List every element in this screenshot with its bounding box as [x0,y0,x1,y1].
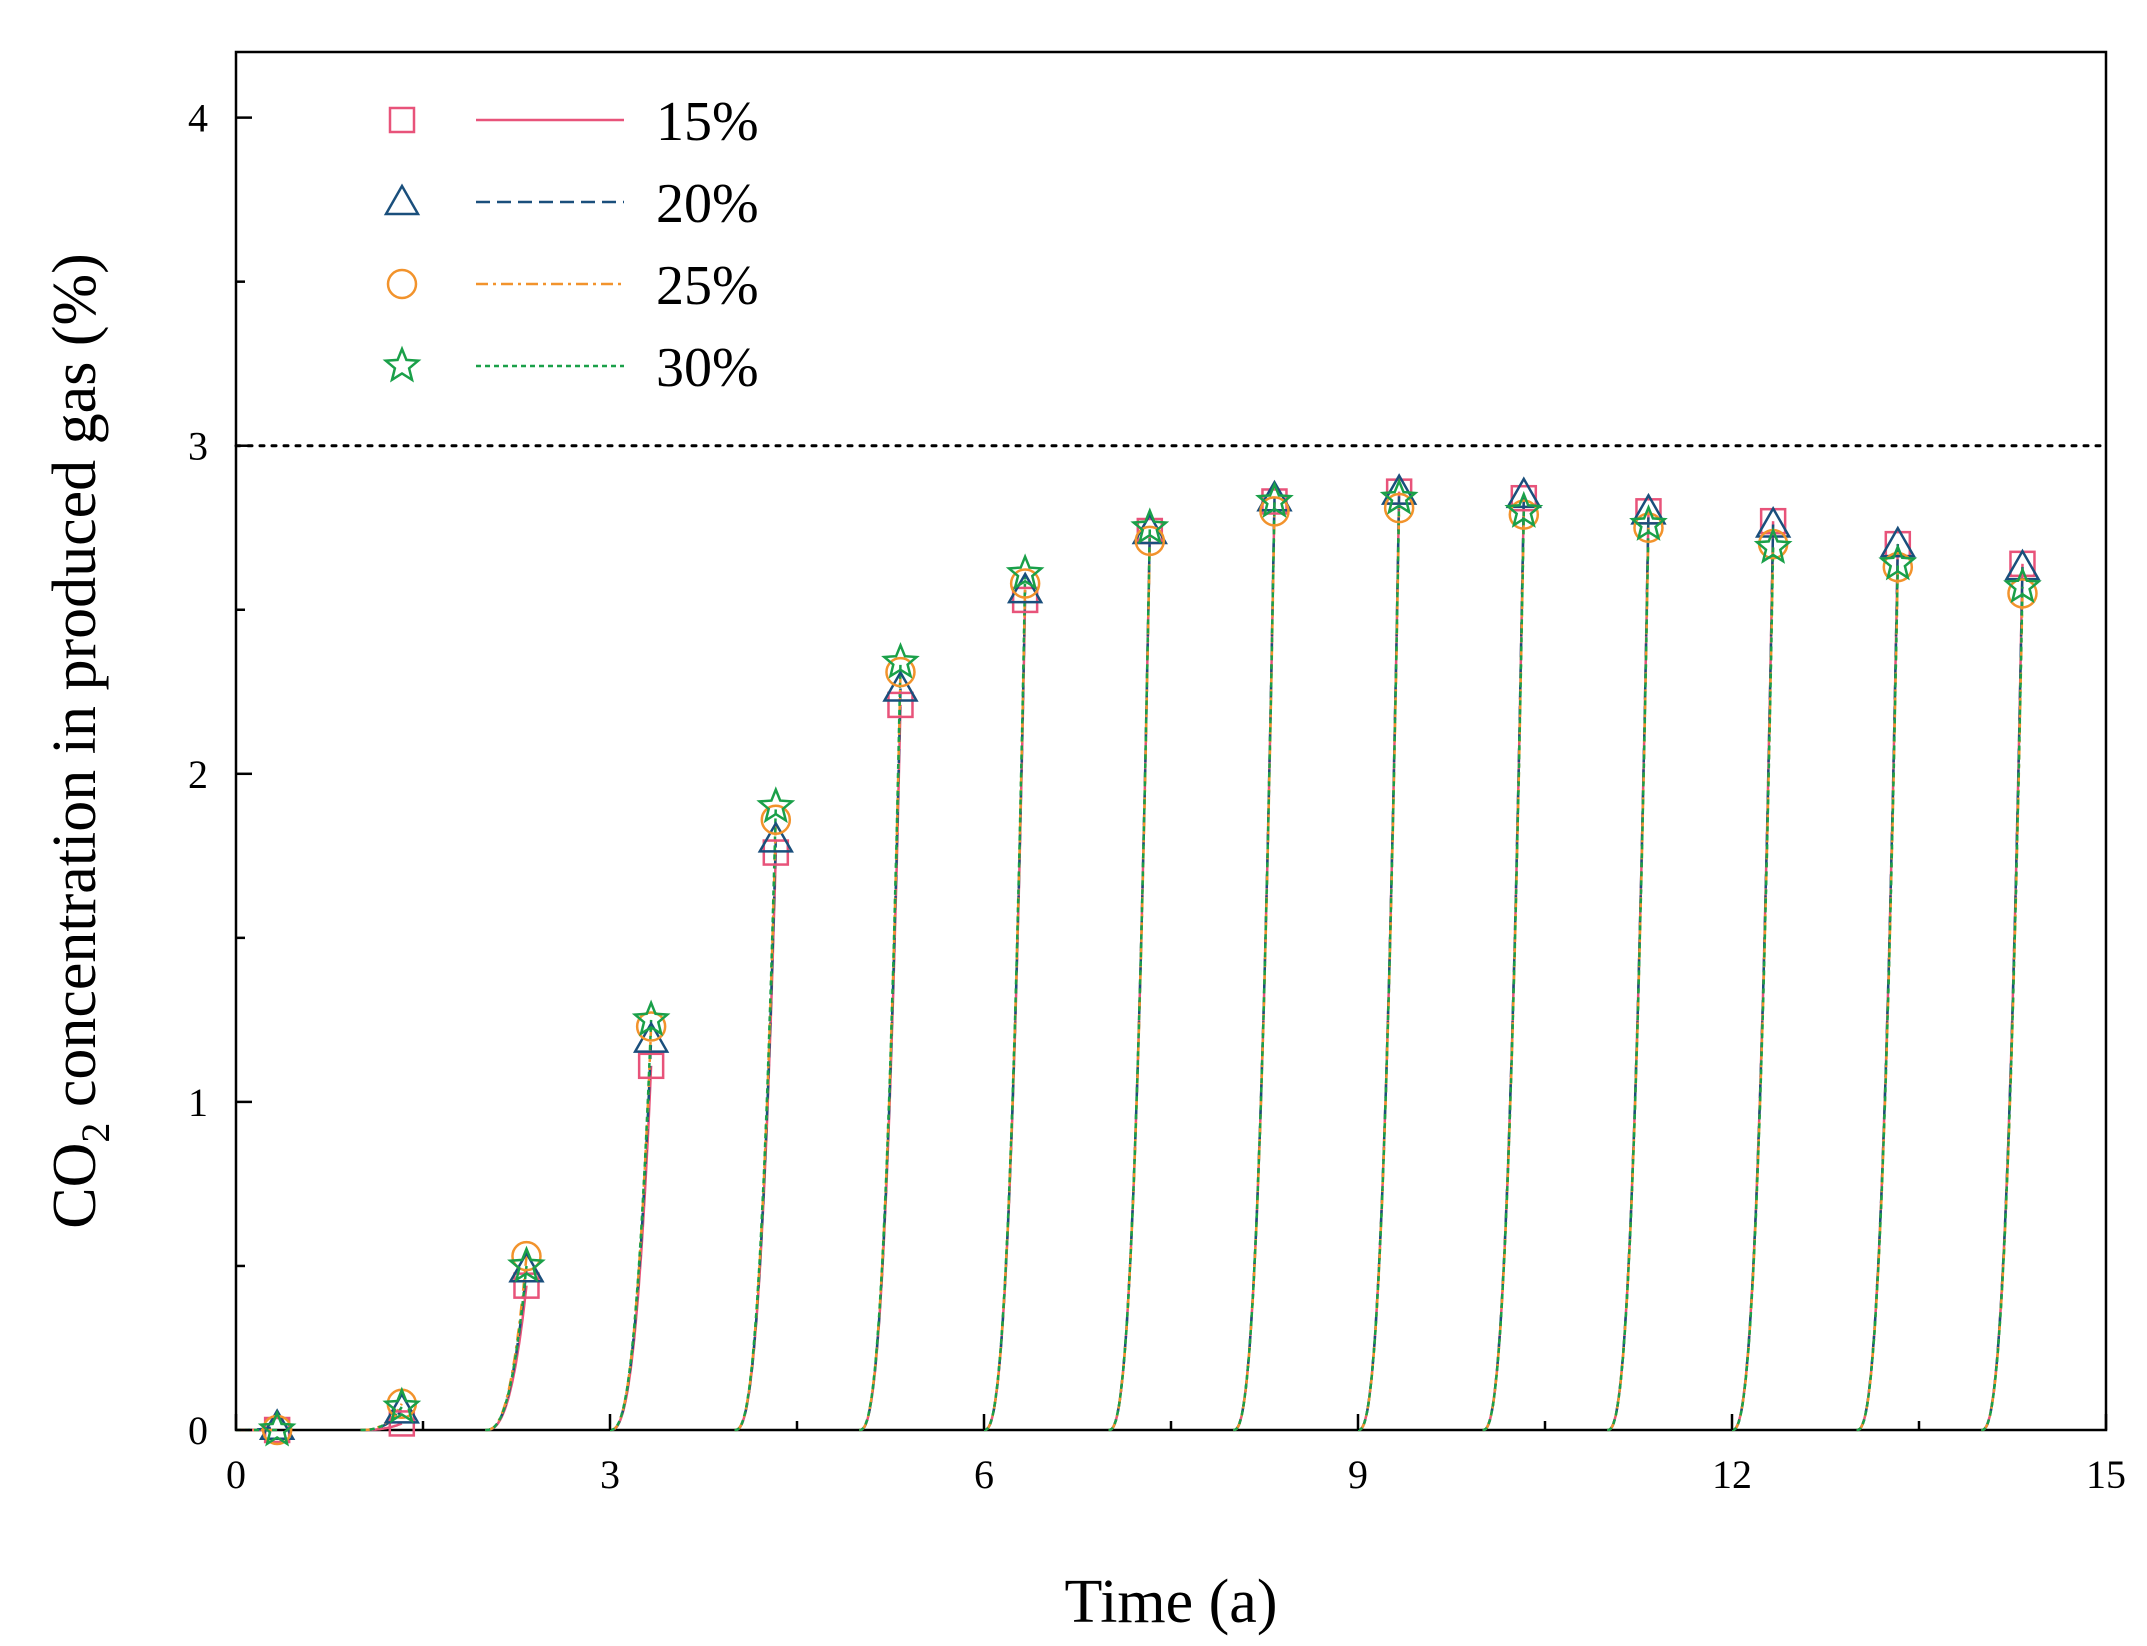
series-2-point [1630,492,1667,525]
series-3-point [1508,499,1540,530]
series-3-point [635,1011,667,1042]
series-4-point [2003,566,2042,604]
legend-label: 15% [656,91,759,153]
series-4-point [1379,477,1419,515]
x-tick-label: 6 [974,1452,994,1497]
series-3-point [511,1240,542,1272]
legend-label: 25% [656,255,759,317]
series-3-point [2007,578,2038,609]
series-2-point [757,820,794,853]
series-4-point [881,641,920,679]
series-markers-layer [257,473,2042,1447]
series-4-point [1878,543,1918,581]
series-1-point [887,691,914,719]
legend-marker [383,183,421,216]
series-3-point [760,804,792,835]
y-tick-label: 2 [188,752,208,797]
series-2-point [1754,505,1792,538]
series-2-point [1879,525,1916,558]
series-line-3 [236,508,2024,1432]
series-4-point [1005,553,1045,591]
y-tick-label: 0 [188,1408,208,1453]
series-3-point [885,656,916,688]
legend-marker [386,268,418,300]
x-tick-label: 15 [2086,1452,2126,1497]
legend-marker [388,106,416,134]
series-1-point [637,1052,665,1080]
legend-label: 30% [656,337,759,399]
series-4-point [756,786,796,824]
series-lines-layer [236,491,2024,1432]
y-tick-label: 4 [188,96,208,141]
legend: 15% 20% 25% 30% [382,91,759,399]
series-3-point [1633,512,1664,543]
y-tick-label: 1 [188,1080,208,1125]
x-tick-label: 9 [1348,1452,1368,1497]
series-4-point [1753,527,1793,564]
y-tick-label: 3 [188,424,208,469]
legend-label: 20% [656,173,759,235]
series-4-point [1629,504,1668,541]
series-4-point [507,1245,546,1283]
x-tick-label: 3 [600,1452,620,1497]
y-axis-title-part-2: concentration in produced gas (%) [41,253,109,1122]
series-3-point [1009,568,1041,599]
series-2-point [882,669,919,702]
series-4-point [257,1409,297,1447]
series-2-point [1006,571,1044,604]
series-4-point [1130,507,1170,545]
y-axis-title: CO2 concentration in produced gas (%) [41,253,118,1229]
series-line-4 [236,498,2024,1432]
series-4-point [1504,490,1544,528]
x-tick-label: 12 [1712,1452,1752,1497]
series-3-point [1383,492,1415,524]
series-4-point [631,999,671,1037]
series-2-point [1505,476,1542,509]
x-axis-title: Time (a) [1065,1568,1278,1636]
series-3-point [1882,551,1914,583]
legend-marker [382,345,422,383]
series-4-point [1255,481,1294,518]
series-2-point [1380,473,1418,505]
y-axis-title-subscript: 2 [73,1123,118,1143]
x-tick-label: 0 [226,1452,246,1497]
series-4-point [382,1386,422,1424]
series-3-point [1259,496,1290,527]
plot-frame [234,50,2108,1432]
series-3-point [1134,525,1166,557]
series-1-point [1011,586,1039,614]
y-axis-title-part-1: CO [41,1143,109,1229]
